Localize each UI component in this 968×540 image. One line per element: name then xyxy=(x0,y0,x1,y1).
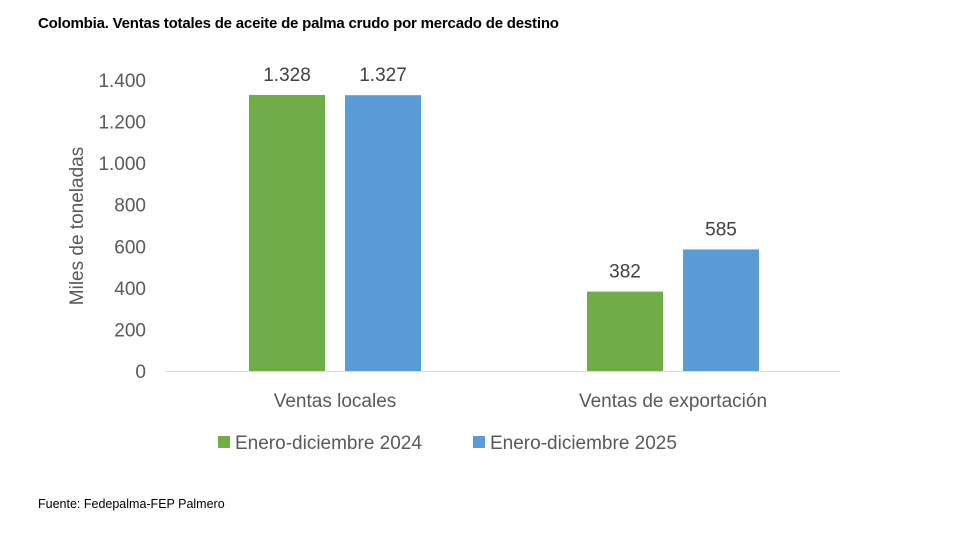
x-category-label: Ventas locales xyxy=(274,391,397,412)
data-label: 585 xyxy=(705,219,737,240)
bar-2024-ventas-locales xyxy=(249,94,325,372)
bar-2025-ventas-exportacion xyxy=(683,249,759,371)
y-tick-label: 1.400 xyxy=(98,71,146,92)
legend: Enero-diciembre 2024 Enero-diciembre 2025 xyxy=(218,433,677,454)
bars: 1.328 1.327 382 585 xyxy=(249,65,759,372)
y-tick-label: 0 xyxy=(135,362,146,383)
bar-2025-ventas-locales xyxy=(345,95,421,371)
data-label: 1.328 xyxy=(263,65,311,86)
legend-swatch xyxy=(473,436,485,448)
legend-swatch xyxy=(218,436,230,448)
y-tick-label: 400 xyxy=(114,279,146,300)
chart-title: Colombia. Ventas totales de aceite de pa… xyxy=(38,15,559,32)
bar-2024-ventas-exportacion xyxy=(587,291,663,371)
y-tick-label: 1.000 xyxy=(98,154,146,175)
data-label: 1.327 xyxy=(359,65,407,86)
y-tick-label: 200 xyxy=(114,320,146,341)
y-axis-label: Miles de toneladas xyxy=(67,147,88,305)
legend-label: Enero-diciembre 2024 xyxy=(235,433,422,454)
y-tick-label: 800 xyxy=(114,196,146,217)
y-tick-label: 600 xyxy=(114,237,146,258)
x-category-label: Ventas de exportación xyxy=(579,391,767,412)
source-note: Fuente: Fedepalma-FEP Palmero xyxy=(38,497,225,511)
data-label: 382 xyxy=(609,262,641,283)
category-labels: Ventas locales Ventas de exportación xyxy=(274,391,767,412)
y-tick-label: 1.200 xyxy=(98,113,146,134)
y-axis-ticks: 0 200 400 600 800 1.000 1.200 1.400 xyxy=(98,71,146,383)
legend-label: Enero-diciembre 2025 xyxy=(490,433,677,454)
